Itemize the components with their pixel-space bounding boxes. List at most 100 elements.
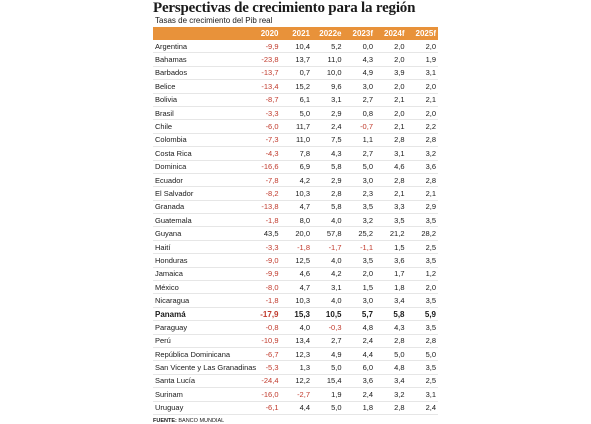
value-cell: 4,7 xyxy=(280,280,312,295)
table-row: Brasil -3,3 5,0 2,9 0,8 2,0 2,0 xyxy=(153,106,438,121)
value-cell: 3,2 xyxy=(343,213,375,228)
value-cell: 1,9 xyxy=(406,52,438,67)
value-cell: 1,8 xyxy=(343,401,375,415)
value-cell: 3,9 xyxy=(375,66,407,81)
value-cell: 1,3 xyxy=(280,360,312,375)
value-cell: 2,1 xyxy=(406,93,438,107)
value-cell: 3,1 xyxy=(406,66,438,81)
value-cell: 4,6 xyxy=(375,160,407,174)
value-cell: 2,1 xyxy=(406,186,438,201)
value-cell: -4,3 xyxy=(249,146,281,161)
value-cell: -8,7 xyxy=(249,93,281,107)
value-cell: 4,9 xyxy=(312,347,344,362)
value-cell: 4,0 xyxy=(312,253,344,268)
value-cell: 9,6 xyxy=(312,79,344,94)
value-cell: -13,7 xyxy=(249,66,281,81)
value-cell: 6,1 xyxy=(280,93,312,107)
growth-table: 2020 2021 2022e 2023f 2024f 2025f Argentina -9… xyxy=(153,27,438,415)
value-cell: 5,7 xyxy=(343,307,375,322)
value-cell: 2,5 xyxy=(406,240,438,255)
value-cell: -16,6 xyxy=(249,160,281,174)
source-note: FUENTE: BANCO MUNDIAL xyxy=(153,418,438,424)
value-cell: 2,8 xyxy=(375,133,407,148)
country-cell: Jamaica xyxy=(153,267,249,282)
value-cell: 6,9 xyxy=(280,160,312,174)
value-cell: 4,0 xyxy=(312,213,344,228)
table-row: El Salvador -8,2 10,3 2,8 2,3 2,1 2,1 xyxy=(153,186,438,201)
value-cell: 2,2 xyxy=(406,119,438,134)
value-cell: 10,3 xyxy=(280,293,312,308)
value-cell: 4,2 xyxy=(280,173,312,188)
source-text: BANCO MUNDIAL xyxy=(178,417,225,424)
value-cell: -1,7 xyxy=(312,240,344,255)
value-cell: 2,9 xyxy=(312,173,344,188)
value-cell: 2,5 xyxy=(406,374,438,389)
value-cell: 2,0 xyxy=(375,40,407,54)
value-cell: 4,3 xyxy=(312,146,344,161)
value-cell: 0,8 xyxy=(343,106,375,121)
value-cell: 1,9 xyxy=(312,387,344,402)
value-cell: -1,8 xyxy=(280,240,312,255)
value-cell: 4,6 xyxy=(280,267,312,282)
value-cell: -9,9 xyxy=(249,40,281,54)
value-cell: -0,8 xyxy=(249,320,281,335)
country-cell: Belice xyxy=(153,79,249,94)
header-year: 2024f xyxy=(375,27,407,40)
value-cell: 4,8 xyxy=(375,360,407,375)
value-cell: 5,2 xyxy=(312,40,344,54)
table-header: 2020 2021 2022e 2023f 2024f 2025f xyxy=(153,27,438,40)
country-cell: Santa Lucía xyxy=(153,374,249,389)
value-cell: -0,7 xyxy=(343,119,375,134)
value-cell: 10,0 xyxy=(312,66,344,81)
value-cell: 5,0 xyxy=(312,401,344,415)
value-cell: 3,1 xyxy=(312,280,344,295)
value-cell: 0,0 xyxy=(343,40,375,54)
country-cell: Guyana xyxy=(153,226,249,241)
value-cell: 12,5 xyxy=(280,253,312,268)
value-cell: 2,7 xyxy=(312,334,344,348)
header-year: 2022e xyxy=(312,27,344,40)
value-cell: 3,6 xyxy=(343,374,375,389)
value-cell: -2,7 xyxy=(280,387,312,402)
value-cell: 3,5 xyxy=(406,320,438,335)
value-cell: 2,4 xyxy=(312,119,344,134)
value-cell: 3,5 xyxy=(406,293,438,308)
value-cell: 4,4 xyxy=(343,347,375,362)
value-cell: 3,4 xyxy=(375,293,407,308)
value-cell: 5,0 xyxy=(312,360,344,375)
value-cell: 13,7 xyxy=(280,52,312,67)
country-cell: Costa Rica xyxy=(153,146,249,161)
value-cell: 11,0 xyxy=(280,133,312,148)
country-cell: Argentina xyxy=(153,40,249,54)
country-cell: Paraguay xyxy=(153,320,249,335)
value-cell: 15,3 xyxy=(280,307,312,322)
country-cell: Bolivia xyxy=(153,93,249,107)
value-cell: -23,8 xyxy=(249,52,281,67)
value-cell: 3,5 xyxy=(406,360,438,375)
country-cell: Guatemala xyxy=(153,213,249,228)
value-cell: 2,8 xyxy=(312,186,344,201)
value-cell: 3,5 xyxy=(406,213,438,228)
country-cell: San Vicente y Las Granadinas xyxy=(153,360,256,375)
table-row: Nicaragua -1,8 10,3 4,0 3,0 3,4 3,5 xyxy=(153,293,438,308)
table-row: Surinam -16,0 -2,7 1,9 2,4 3,2 3,1 xyxy=(153,387,438,402)
value-cell: -17,9 xyxy=(249,307,281,322)
value-cell: -8,0 xyxy=(249,280,281,295)
value-cell: -3,3 xyxy=(249,106,281,121)
value-cell: 57,8 xyxy=(312,226,344,241)
table-row: Granada -13,8 4,7 5,8 3,5 3,3 2,9 xyxy=(153,200,438,215)
table-row: México -8,0 4,7 3,1 1,5 1,8 2,0 xyxy=(153,280,438,295)
value-cell: 4,0 xyxy=(312,293,344,308)
value-cell: 2,8 xyxy=(375,173,407,188)
value-cell: -13,4 xyxy=(249,79,281,94)
value-cell: -13,8 xyxy=(249,200,281,215)
value-cell: 1,5 xyxy=(375,240,407,255)
value-cell: 25,2 xyxy=(343,226,375,241)
value-cell: -24,4 xyxy=(249,374,281,389)
value-cell: 2,8 xyxy=(375,334,407,348)
value-cell: -8,2 xyxy=(249,186,281,201)
country-cell: Chile xyxy=(153,119,249,134)
value-cell: 2,1 xyxy=(375,119,407,134)
page-title: Perspectivas de crecimiento para la regi… xyxy=(153,0,416,16)
value-cell: 3,5 xyxy=(406,253,438,268)
